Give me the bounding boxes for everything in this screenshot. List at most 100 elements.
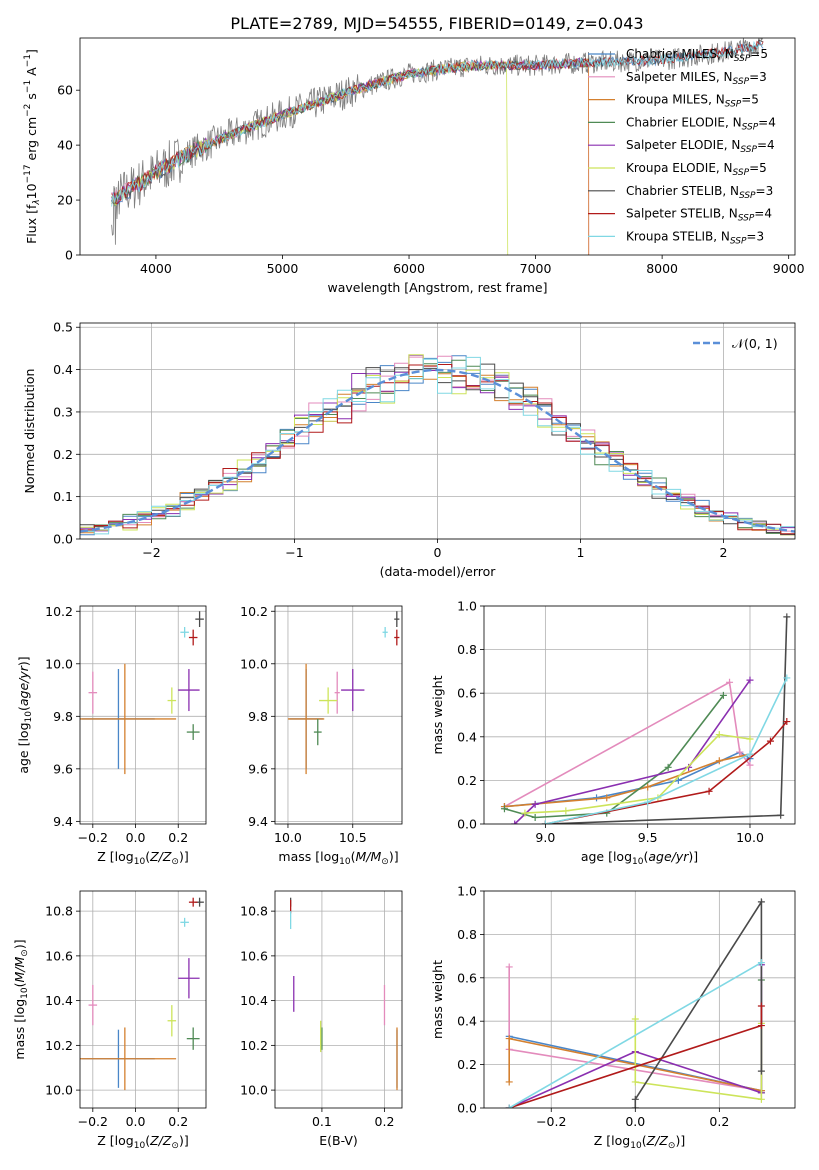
weight-marker bbox=[644, 798, 652, 806]
x-tick-label: −1 bbox=[285, 545, 303, 560]
grid-residuals bbox=[80, 323, 795, 540]
y-tick-label: 0.8 bbox=[457, 927, 477, 942]
y-tick-label: 1.0 bbox=[457, 599, 477, 614]
x-tick-label: 5000 bbox=[267, 261, 299, 276]
legend-n-eq: = bbox=[746, 229, 756, 243]
legend-n-eq: = bbox=[741, 93, 751, 107]
x-tick-label: 9000 bbox=[773, 261, 805, 276]
legend-n-eq: = bbox=[757, 138, 767, 152]
y-axis-residuals: 0.0 0.1 0.2 0.3 0.4 0.5 bbox=[53, 320, 80, 547]
model-spectrum-chabrier-elodie bbox=[111, 57, 589, 208]
plot-area-age-vs-mass bbox=[287, 611, 400, 775]
error-point-salpeter-miles bbox=[88, 671, 98, 714]
x-axis-spectrum: 4000 5000 6000 7000 8000 9000 bbox=[140, 255, 805, 276]
x-tick-label: 9.0 bbox=[535, 830, 555, 845]
legend-n-sub: SSP bbox=[739, 191, 756, 201]
y-tick-label: 0.4 bbox=[53, 362, 73, 377]
error-point-chabrier-elodie bbox=[313, 718, 322, 746]
y-tick-label: 20 bbox=[57, 193, 73, 208]
axes-frame bbox=[483, 890, 796, 1109]
legend-n-eq: = bbox=[756, 184, 766, 198]
panel-residuals: −2 −1 0 1 2 0.0 0.1 0.2 0.3 0.4 0.5 𝒩(0, 1) (data-mo… bbox=[22, 320, 796, 579]
weight-marker bbox=[631, 1095, 639, 1103]
y-axis-label: Normed distribution bbox=[22, 369, 37, 494]
panel-age-vs-Z: −0.2 0.0 0.2 9.4 9.6 9.8 10.0 10.2 Z [log10(Z/Z⊙… bbox=[16, 604, 207, 867]
legend-n-sub: SSP bbox=[730, 236, 747, 246]
error-point-kroupa-miles bbox=[80, 663, 177, 775]
legend-n-label: , N bbox=[724, 138, 741, 152]
y-tick-label: 0.6 bbox=[457, 970, 477, 985]
x-axis-label: Z [log10(Z/Z⊙)] bbox=[97, 1133, 188, 1151]
y-tick-label: 9.8 bbox=[53, 709, 73, 724]
legend-n-value: 5 bbox=[751, 93, 759, 107]
y-tick-label: 10.6 bbox=[240, 948, 268, 963]
weight-marker bbox=[531, 813, 539, 821]
weight-marker bbox=[746, 761, 754, 769]
axes-frame bbox=[79, 322, 796, 540]
legend-series-name: Kroupa STELIB bbox=[626, 229, 713, 243]
weight-line bbox=[634, 899, 763, 1108]
weight-line bbox=[545, 720, 788, 824]
y-tick-label: 0.4 bbox=[457, 729, 477, 744]
axes-frame bbox=[79, 890, 207, 1109]
weight-marker bbox=[631, 1078, 639, 1086]
legend-n-label: , N bbox=[717, 47, 734, 61]
x-tick-label: 4000 bbox=[140, 261, 172, 276]
plot-area-residuals bbox=[80, 354, 795, 536]
y-tick-label: 0.2 bbox=[53, 447, 73, 462]
legend-series-name: Chabrier STELIB bbox=[626, 184, 722, 198]
weight-series-chabrier-miles bbox=[500, 748, 754, 811]
x-tick-label: −2 bbox=[142, 545, 160, 560]
weight-marker bbox=[736, 748, 744, 756]
weight-marker bbox=[757, 1095, 765, 1103]
x-tick-label: 6000 bbox=[393, 261, 425, 276]
y-axis-mass-vs-ebv: 10.0 10.2 10.4 10.6 10.8 bbox=[240, 904, 275, 1098]
weight-marker bbox=[757, 898, 765, 906]
error-point-kroupa-elodie bbox=[167, 687, 177, 714]
legend-n-label: , N bbox=[713, 229, 730, 243]
axes-frame bbox=[79, 605, 207, 825]
y-tick-label: 10.4 bbox=[240, 993, 268, 1008]
y-tick-label: 0.2 bbox=[457, 1057, 477, 1072]
x-tick-label: 0 bbox=[434, 545, 442, 560]
x-axis-residuals: −2 −1 0 1 2 bbox=[142, 539, 727, 560]
y-tick-label: 0.6 bbox=[457, 686, 477, 701]
y-axis-label: mass weight bbox=[430, 960, 445, 1039]
x-tick-label: 8000 bbox=[646, 261, 678, 276]
x-tick-label: 0.0 bbox=[126, 830, 146, 845]
weight-marker bbox=[726, 678, 734, 686]
panel-weight-vs-age: 9.0 9.5 10.0 0.0 0.2 0.4 0.6 0.8 1.0 age [log10(a… bbox=[430, 599, 796, 867]
y-tick-label: 10.0 bbox=[45, 1083, 73, 1098]
x-tick-label: 0.2 bbox=[375, 1114, 395, 1129]
y-tick-label: 0.8 bbox=[457, 642, 477, 657]
legend-n-label: , N bbox=[716, 161, 733, 175]
x-tick-label: 1 bbox=[577, 545, 585, 560]
plot-area-weight-vs-age bbox=[500, 613, 791, 824]
legend-n-sub: SSP bbox=[725, 100, 742, 110]
weight-marker bbox=[777, 811, 785, 819]
x-tick-label: 10.0 bbox=[274, 830, 302, 845]
legend-n-sub: SSP bbox=[738, 214, 755, 224]
legend-label: Kroupa ELODIE, NSSP=5 bbox=[626, 161, 767, 178]
y-axis-mass-vs-Z: 10.0 10.2 10.4 10.6 10.8 bbox=[45, 904, 80, 1098]
x-tick-label: 10.5 bbox=[339, 830, 367, 845]
weight-marker bbox=[757, 1002, 765, 1010]
legend-label: 𝒩(0, 1) bbox=[732, 336, 778, 351]
weight-marker bbox=[766, 737, 774, 745]
weight-marker bbox=[705, 787, 713, 795]
x-axis-label: age [log10(age/yr)] bbox=[581, 849, 698, 867]
weight-marker bbox=[674, 776, 682, 784]
grid-mass-vs-Z bbox=[80, 891, 206, 1108]
legend-n-eq: = bbox=[754, 207, 764, 221]
legend-n-label: , N bbox=[708, 93, 725, 107]
x-axis-mass-vs-ebv: 0.1 0.2 bbox=[312, 1108, 394, 1129]
weight-marker bbox=[505, 1078, 513, 1086]
legend-series-name: Salpeter ELODIE bbox=[626, 138, 724, 152]
legend-n-sub: SSP bbox=[742, 122, 759, 132]
y-tick-label: 10.8 bbox=[45, 904, 73, 919]
weight-marker bbox=[505, 1035, 513, 1043]
weight-marker bbox=[746, 750, 754, 758]
error-point-salpeter-elodie bbox=[178, 958, 200, 999]
legend-n-eq: = bbox=[749, 161, 759, 175]
y-tick-label: 10.2 bbox=[240, 1038, 268, 1053]
